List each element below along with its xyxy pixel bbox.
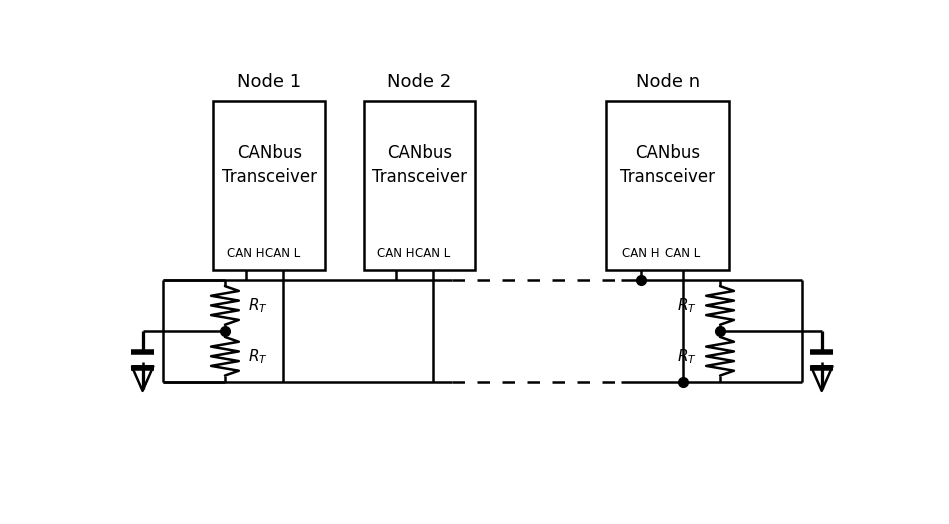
Text: $R_T$: $R_T$ bbox=[678, 296, 697, 315]
Text: Node 1: Node 1 bbox=[237, 73, 301, 91]
Text: CAN H: CAN H bbox=[227, 247, 265, 259]
Text: CAN H: CAN H bbox=[377, 247, 415, 259]
Text: Node 2: Node 2 bbox=[387, 73, 452, 91]
Text: CANbus
Transceiver: CANbus Transceiver bbox=[372, 144, 467, 186]
FancyBboxPatch shape bbox=[606, 101, 729, 270]
FancyBboxPatch shape bbox=[363, 101, 475, 270]
Text: CAN H: CAN H bbox=[622, 247, 660, 259]
Text: CAN L: CAN L bbox=[416, 247, 451, 259]
FancyBboxPatch shape bbox=[214, 101, 326, 270]
Text: $R_T$: $R_T$ bbox=[678, 347, 697, 366]
Text: CANbus
Transceiver: CANbus Transceiver bbox=[621, 144, 716, 186]
Text: Node n: Node n bbox=[636, 73, 699, 91]
Text: CANbus
Transceiver: CANbus Transceiver bbox=[222, 144, 317, 186]
Text: $R_T$: $R_T$ bbox=[248, 347, 268, 366]
Text: $R_T$: $R_T$ bbox=[248, 296, 268, 315]
Text: CAN L: CAN L bbox=[665, 247, 700, 259]
Text: CAN L: CAN L bbox=[265, 247, 300, 259]
